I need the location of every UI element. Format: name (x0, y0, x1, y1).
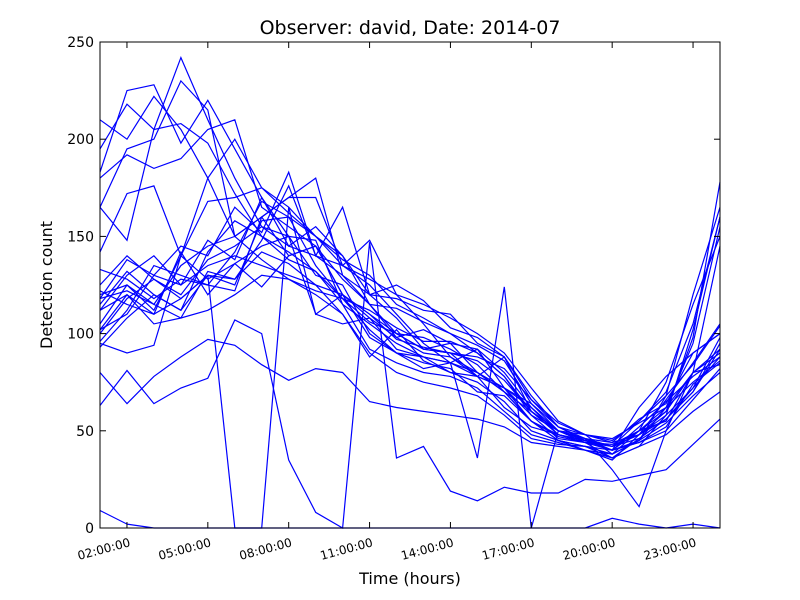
plot-frame (99, 41, 721, 529)
y-tick-label: 250 (67, 35, 94, 51)
y-tick-label: 200 (67, 132, 94, 148)
plot-lines (99, 55, 721, 529)
series-line-22 (99, 242, 721, 529)
chart-title: Observer: david, Date: 2014-07 (260, 17, 561, 39)
y-tick-label: 150 (67, 229, 94, 245)
x-axis-label: Time (hours) (358, 569, 461, 588)
series-line-26 (99, 251, 721, 459)
series-line-25 (99, 274, 721, 508)
y-axis-label: Detection count (37, 221, 56, 349)
series-line-18 (99, 245, 721, 448)
series-line-8 (99, 187, 721, 444)
y-tick-label: 50 (76, 424, 94, 440)
series-line-21 (99, 338, 721, 459)
series-line-6 (99, 122, 721, 455)
series-line-16 (99, 196, 721, 440)
series-line-23 (99, 207, 721, 529)
y-tick-label: 0 (85, 521, 94, 537)
y-tick-label: 100 (67, 327, 94, 343)
